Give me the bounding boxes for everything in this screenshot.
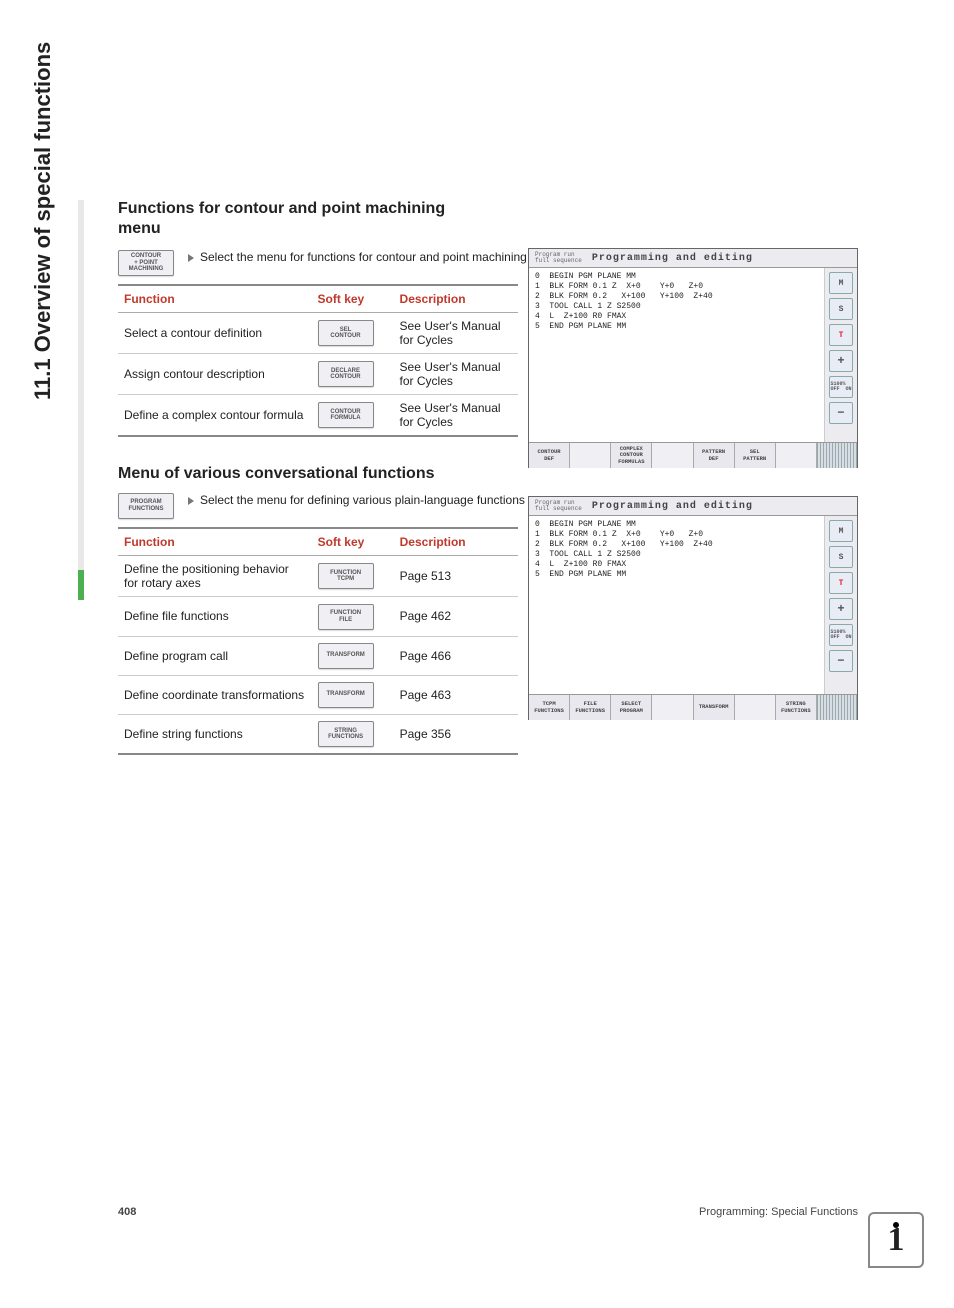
sk-empty: [570, 443, 611, 468]
section1-subheading: menu: [118, 220, 858, 238]
table-row: Define string functions STRINGFUNCTIONS …: [118, 714, 518, 754]
t-icon[interactable]: [829, 572, 853, 594]
softkey-function-tcpm[interactable]: FUNCTIONTCPM: [318, 563, 374, 589]
page-content: Functions for contour and point machinin…: [118, 200, 858, 783]
minus-icon[interactable]: [829, 650, 853, 672]
col-function: Function: [118, 285, 312, 313]
sk-empty: [652, 443, 693, 468]
table-row: Define a complex contour formula CONTOUR…: [118, 395, 518, 437]
table-row: Define program call TRANSFORM Page 466: [118, 636, 518, 675]
sk[interactable]: TRANSFORM: [694, 695, 735, 720]
sk[interactable]: STRING FUNCTIONS: [776, 695, 817, 720]
section1-heading: Functions for contour and point machinin…: [118, 200, 858, 218]
page-footer: 408 Programming: Special Functions: [118, 1206, 858, 1218]
plus-icon[interactable]: [829, 598, 853, 620]
softkey-string-functions[interactable]: STRINGFUNCTIONS: [318, 721, 374, 747]
section2-leadtext: Select the menu for defining various pla…: [200, 493, 525, 507]
s-icon[interactable]: [829, 298, 853, 320]
sk[interactable]: PATTERN DEF: [694, 443, 735, 468]
mode-label: Program run full sequence: [535, 500, 582, 512]
t-icon[interactable]: [829, 324, 853, 346]
col-description: Description: [394, 285, 518, 313]
screenshot-softkey-row: TCPM FUNCTIONS FILE FUNCTIONS SELECT PRO…: [529, 694, 857, 720]
plus-icon[interactable]: [829, 350, 853, 372]
nc-code: 0 BEGIN PGM PLANE MM 1 BLK FORM 0.1 Z X+…: [529, 516, 825, 694]
right-icon-column: [825, 516, 857, 694]
minus-icon[interactable]: [829, 402, 853, 424]
softkey-function-file[interactable]: FUNCTIONFILE: [318, 604, 374, 630]
sk[interactable]: SEL PATTERN: [735, 443, 776, 468]
lead-softkey-program-functions[interactable]: PROGRAM FUNCTIONS: [118, 493, 174, 519]
section2-table: Function Soft key Description Define the…: [118, 527, 518, 755]
col-description: Description: [394, 528, 518, 556]
triangle-icon: [188, 497, 194, 505]
section1-table: Function Soft key Description Select a c…: [118, 284, 518, 437]
sk[interactable]: SELECT PROGRAM: [611, 695, 652, 720]
mode-label: Program run full sequence: [535, 252, 582, 264]
sk[interactable]: CONTOUR DEF: [529, 443, 570, 468]
screenshot-softkey-row: CONTOUR DEF COMPLEX CONTOUR FORMULAS PAT…: [529, 442, 857, 468]
section1-leadtext: Select the menu for functions for contou…: [200, 250, 527, 264]
table-row: Define coordinate transformations TRANSF…: [118, 675, 518, 714]
nc-code: 0 BEGIN PGM PLANE MM 1 BLK FORM 0.1 Z X+…: [529, 268, 825, 442]
info-icon: 1: [868, 1212, 924, 1268]
s100-toggle-icon[interactable]: [829, 376, 853, 398]
table-row: Assign contour description DECLARECONTOU…: [118, 354, 518, 395]
s100-toggle-icon[interactable]: [829, 624, 853, 646]
sk-scroll[interactable]: [817, 443, 857, 468]
m-icon[interactable]: [829, 520, 853, 542]
side-accent-bar: [78, 200, 84, 600]
softkey-contour-formula[interactable]: CONTOURFORMULA: [318, 402, 374, 428]
softkey-transform[interactable]: TRANSFORM: [318, 682, 374, 708]
sk-empty: [735, 695, 776, 720]
col-softkey: Soft key: [312, 285, 394, 313]
sk-scroll[interactable]: [817, 695, 857, 720]
footer-right: Programming: Special Functions: [699, 1206, 858, 1218]
sk[interactable]: FILE FUNCTIONS: [570, 695, 611, 720]
screenshot-editor-contour: Program run full sequence Programming an…: [528, 248, 858, 468]
right-icon-column: [825, 268, 857, 442]
s-icon[interactable]: [829, 546, 853, 568]
sk-empty: [652, 695, 693, 720]
sk-empty: [776, 443, 817, 468]
sk[interactable]: COMPLEX CONTOUR FORMULAS: [611, 443, 652, 468]
table-row: Define file functions FUNCTIONFILE Page …: [118, 597, 518, 637]
softkey-transform[interactable]: TRANSFORM: [318, 643, 374, 669]
table-row: Select a contour definition SELCONTOUR S…: [118, 313, 518, 354]
m-icon[interactable]: [829, 272, 853, 294]
screen-title: Programming and editing: [592, 253, 753, 264]
col-function: Function: [118, 528, 312, 556]
page-number: 408: [118, 1206, 136, 1218]
table-row: Define the positioning behavior for rota…: [118, 556, 518, 597]
screen-title: Programming and editing: [592, 501, 753, 512]
lead-softkey-contour-point[interactable]: CONTOUR + POINT MACHINING: [118, 250, 174, 276]
side-title: 11.1 Overview of special functions: [30, 42, 56, 400]
col-softkey: Soft key: [312, 528, 394, 556]
softkey-sel-contour[interactable]: SELCONTOUR: [318, 320, 374, 346]
screenshot-editor-program: Program run full sequence Programming an…: [528, 496, 858, 720]
triangle-icon: [188, 254, 194, 262]
sk[interactable]: TCPM FUNCTIONS: [529, 695, 570, 720]
softkey-declare-contour[interactable]: DECLARECONTOUR: [318, 361, 374, 387]
